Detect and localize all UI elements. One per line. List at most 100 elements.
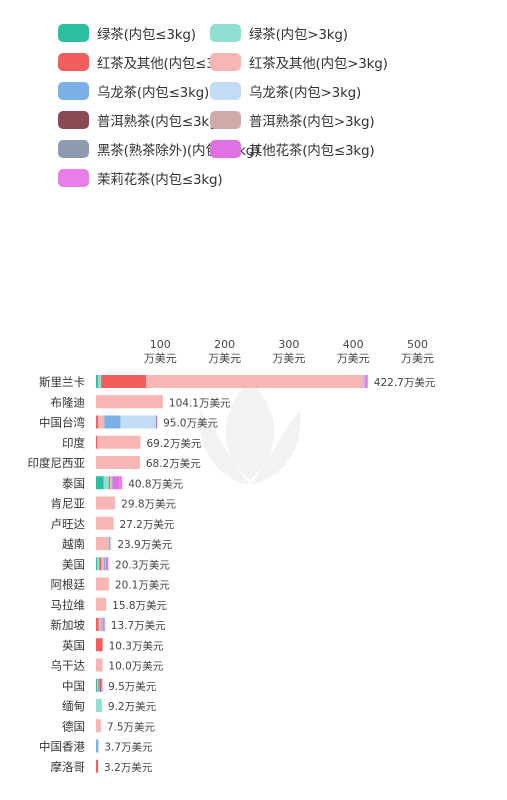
legend-item: 黑茶(熟茶除外)(内包≤3kg) <box>58 140 259 159</box>
bar-segment <box>96 618 99 631</box>
legend-item: 普洱熟茶(内包>3kg) <box>210 111 496 130</box>
bar-segment <box>156 415 158 429</box>
bar-segment <box>363 375 365 388</box>
bar-segment <box>110 537 112 550</box>
bar-segment <box>99 678 101 692</box>
total-value-label: 27.2万美元 <box>119 518 174 531</box>
category-label: 泰国 <box>62 476 85 490</box>
bar-segment <box>108 537 111 550</box>
total-value-label: 3.7万美元 <box>104 741 153 754</box>
legend-swatch <box>210 82 241 100</box>
bar-segment <box>96 699 102 712</box>
bar-segment <box>97 415 105 429</box>
legend-swatch <box>210 24 241 42</box>
legend-item: 绿茶(内包>3kg) <box>210 24 496 43</box>
bar-segment <box>96 597 107 611</box>
total-value-label: 15.8万美元 <box>112 599 167 612</box>
legend-label: 红茶及其他(内包≤3kg) <box>97 56 236 72</box>
category-label: 缅甸 <box>62 699 85 713</box>
total-value-label: 3.2万美元 <box>104 761 153 774</box>
bar-segment <box>96 739 99 753</box>
category-label: 美国 <box>62 557 85 571</box>
bar-segment <box>96 476 104 490</box>
category-label: 肯尼亚 <box>51 497 86 511</box>
legend-swatch <box>58 111 89 129</box>
x-tick-unit: 万美元 <box>272 352 305 365</box>
category-label: 卢旺达 <box>51 517 86 531</box>
legend-label: 乌龙茶(内包>3kg) <box>249 85 362 101</box>
category-label: 中国 <box>62 679 85 693</box>
legend-label: 绿茶(内包≤3kg) <box>97 27 196 43</box>
legend-swatch <box>58 53 89 71</box>
category-label: 斯里兰卡 <box>39 375 85 389</box>
bar-segment <box>146 375 363 388</box>
bar-segment <box>105 557 106 571</box>
total-value-label: 13.7万美元 <box>111 619 166 632</box>
bar-segment <box>104 415 121 429</box>
x-tick-label: 400 <box>343 338 364 351</box>
legend-label: 绿茶(内包>3kg) <box>249 27 348 43</box>
total-value-label: 95.0万美元 <box>163 417 218 430</box>
legend-swatch <box>58 24 89 42</box>
bar-segment <box>98 678 100 692</box>
category-label: 马拉维 <box>51 598 86 612</box>
legend-label: 乌龙茶(内包≤3kg) <box>97 85 210 101</box>
total-value-label: 23.9万美元 <box>117 538 172 551</box>
total-value-label: 29.8万美元 <box>121 498 176 511</box>
bar-segment <box>96 759 99 773</box>
bar-segment <box>362 375 364 388</box>
bar-segment <box>106 557 108 571</box>
legend-swatch <box>210 53 241 71</box>
total-value-label: 7.5万美元 <box>107 720 156 733</box>
total-value-label: 68.2万美元 <box>146 457 201 470</box>
bar-segment <box>96 719 101 733</box>
bar-segment <box>155 415 157 429</box>
legend-label: 红茶及其他(内包>3kg) <box>249 56 388 72</box>
bar-segment <box>103 557 106 571</box>
bar-segment <box>96 375 98 388</box>
chart-legend: 绿茶(内包≤3kg) 绿茶(内包>3kg) 红茶及其他(内包≤3kg) 红茶及其他(内… <box>58 24 498 188</box>
bar-segment <box>101 375 147 388</box>
legend-swatch <box>58 140 89 158</box>
total-value-label: 20.3万美元 <box>115 558 170 571</box>
bar-segment <box>96 516 114 530</box>
total-value-label: 422.7万美元 <box>374 376 436 389</box>
bar-segment <box>100 678 102 692</box>
bar-segment <box>104 618 105 631</box>
legend-item: 绿茶(内包≤3kg) <box>58 24 210 43</box>
x-tick-label: 200 <box>214 338 235 351</box>
category-label: 印度 <box>62 436 85 450</box>
bar-segment <box>96 638 103 652</box>
bar-segment <box>101 678 102 692</box>
bar-segment <box>110 476 113 490</box>
bar-segment <box>96 557 98 571</box>
total-value-label: 10.3万美元 <box>109 639 164 652</box>
total-value-label: 69.2万美元 <box>146 437 201 450</box>
bar-segment <box>108 476 111 490</box>
legend-item: 茉莉花茶(内包≤3kg) <box>58 169 223 188</box>
category-label: 英国 <box>62 638 85 652</box>
bar-segment <box>364 375 366 388</box>
bar-segment <box>365 375 368 388</box>
x-tick-unit: 万美元 <box>208 352 241 365</box>
x-tick-unit: 万美元 <box>144 352 177 365</box>
bar-segment <box>103 476 109 490</box>
bar-segment <box>102 618 104 631</box>
category-label: 乌干达 <box>51 659 86 673</box>
bar-segment <box>96 496 116 510</box>
x-tick-unit: 万美元 <box>337 352 370 365</box>
bar-segment <box>96 415 98 429</box>
legend-label: 普洱熟茶(内包≤3kg) <box>97 114 223 130</box>
x-tick-label: 500 <box>407 338 428 351</box>
x-tick-unit: 万美元 <box>401 352 434 365</box>
bar-segment <box>97 435 141 449</box>
total-value-label: 40.8万美元 <box>128 477 183 490</box>
category-label: 德国 <box>62 719 85 733</box>
total-value-label: 104.1万美元 <box>169 396 231 409</box>
bar-segment <box>98 618 102 631</box>
bar-segment <box>107 557 109 571</box>
bar-segment <box>96 658 103 672</box>
bar-segment <box>105 557 107 571</box>
legend-label: 普洱熟茶(内包>3kg) <box>249 114 375 130</box>
category-label: 中国香港 <box>39 740 85 754</box>
